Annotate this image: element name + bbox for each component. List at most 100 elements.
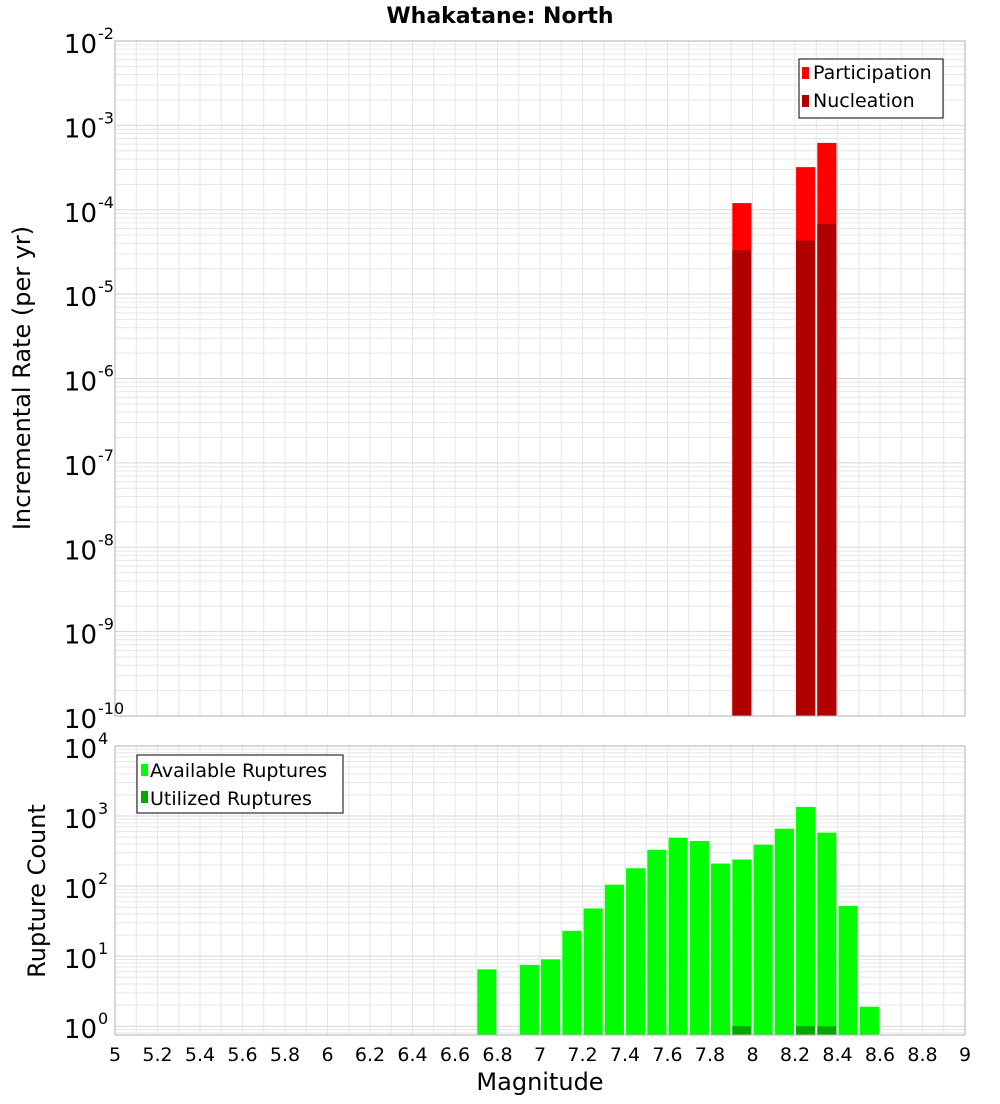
y-tick-exponent: -3: [98, 108, 114, 127]
y-tick-base: 10: [64, 1015, 97, 1045]
count-bar-primary: [859, 1006, 879, 1035]
y-tick-exponent: 1: [98, 939, 108, 958]
utilized-ruptures-legend-label: Utilized Ruptures: [150, 788, 312, 810]
chart-title: Whakatane: North: [386, 4, 613, 29]
count-bar-primary: [817, 832, 837, 1035]
y-tick-exponent: 3: [98, 799, 108, 818]
x-tick-label: 6.4: [397, 1044, 427, 1066]
count-bar-primary: [774, 828, 794, 1035]
count-bar-primary: [711, 863, 731, 1035]
top-legend-box: [798, 58, 944, 119]
y-tick-base: 10: [64, 114, 97, 144]
rate-bar-secondary: [732, 250, 752, 717]
y-tick-base: 10: [64, 536, 97, 566]
count-bar-primary: [626, 868, 646, 1035]
count-bar-primary: [796, 806, 816, 1035]
x-tick-label: 5.2: [142, 1044, 172, 1066]
x-tick-label: 7.8: [695, 1044, 725, 1066]
nucleation-swatch: [802, 95, 809, 107]
y-tick-exponent: -6: [98, 362, 114, 381]
count-bar-primary: [583, 908, 603, 1035]
x-tick-label: 5: [109, 1044, 121, 1066]
x-tick-labels: 5 5.2 5.4 5.6 5.8 6 6.2 6.4 6.6 6.8 7 7.2 7.4 7.6 7.8 8…: [109, 1044, 971, 1066]
available-ruptures-legend-label: Available Ruptures: [150, 760, 327, 782]
y-tick-base: 10: [64, 452, 97, 482]
y-tick-base: 10: [64, 368, 97, 398]
x-tick-label: 5.4: [185, 1044, 215, 1066]
y-tick-base: 10: [64, 621, 97, 651]
y-tick-exponent: 2: [98, 869, 108, 888]
y-tick-base: 10: [64, 30, 97, 60]
x-tick-label: 8.4: [822, 1044, 852, 1066]
rate-bar-secondary: [796, 240, 816, 717]
bottom-bars: [477, 806, 879, 1035]
count-bar-primary: [647, 849, 667, 1035]
x-tick-label: 7.4: [610, 1044, 640, 1066]
participation-legend-label: Participation: [813, 62, 932, 84]
count-bar-primary: [732, 859, 752, 1035]
top-grid: [115, 40, 965, 717]
x-tick-label: 6: [321, 1044, 333, 1066]
bottom-legend: Available Ruptures Utilized Ruptures: [136, 754, 344, 814]
available-ruptures-swatch: [141, 764, 148, 776]
x-tick-label: 9: [959, 1044, 971, 1066]
y-tick-exponent: 0: [98, 1009, 108, 1028]
count-bar-secondary: [796, 1026, 816, 1035]
x-tick-label: 6.2: [355, 1044, 385, 1066]
y-tick-exponent: -5: [98, 277, 114, 296]
participation-swatch: [802, 67, 809, 79]
x-axis-label: Magnitude: [476, 1068, 603, 1096]
y-tick-exponent: -2: [98, 24, 114, 43]
x-tick-label: 7: [534, 1044, 546, 1066]
y-tick-exponent: -7: [98, 446, 114, 465]
bottom-legend-box: [136, 754, 344, 814]
y-tick-base: 10: [64, 805, 97, 835]
count-bar-primary: [753, 844, 773, 1035]
y-tick-base: 10: [64, 945, 97, 975]
count-bar-secondary: [732, 1026, 752, 1035]
top-bars: [732, 142, 837, 717]
x-tick-label: 6.6: [440, 1044, 470, 1066]
top-legend: Participation Nucleation: [798, 58, 944, 119]
x-tick-label: 7.2: [567, 1044, 597, 1066]
x-tick-label: 8.8: [907, 1044, 937, 1066]
count-bar-primary: [519, 964, 539, 1035]
y-tick-exponent: -9: [98, 615, 114, 634]
nucleation-legend-label: Nucleation: [813, 90, 915, 112]
top-plot-frame: [114, 40, 966, 717]
count-bar-primary: [668, 837, 688, 1035]
y-tick-base: 10: [64, 735, 97, 765]
utilized-ruptures-swatch: [141, 791, 148, 803]
y-tick-exponent: -4: [98, 193, 114, 212]
x-tick-label: 6.8: [482, 1044, 512, 1066]
count-bar-primary: [689, 841, 709, 1035]
x-tick-label: 5.6: [227, 1044, 257, 1066]
y-tick-exponent: 4: [98, 729, 108, 748]
x-tick-label: 8: [746, 1044, 758, 1066]
y-tick-base: 10: [64, 705, 97, 735]
x-tick-label: 7.6: [652, 1044, 682, 1066]
count-bar-primary: [562, 930, 582, 1035]
y-tick-exponent: -8: [98, 530, 114, 549]
y-tick-exponent: -10: [98, 699, 124, 718]
y-tick-base: 10: [64, 875, 97, 905]
bottom-y-axis-label: Rupture Count: [23, 804, 51, 978]
x-tick-label: 8.6: [865, 1044, 895, 1066]
count-bar-primary: [838, 906, 858, 1035]
x-tick-label: 8.2: [780, 1044, 810, 1066]
x-tick-label: 5.8: [270, 1044, 300, 1066]
y-tick-base: 10: [64, 283, 97, 313]
count-bar-primary: [541, 959, 561, 1035]
bottom-plot-frame: [114, 745, 966, 1036]
count-bar-primary: [477, 969, 497, 1035]
count-bar-primary: [604, 884, 624, 1035]
rate-bar-secondary: [817, 223, 837, 716]
y-tick-base: 10: [64, 199, 97, 229]
top-y-axis-label: Incremental Rate (per yr): [8, 226, 36, 530]
